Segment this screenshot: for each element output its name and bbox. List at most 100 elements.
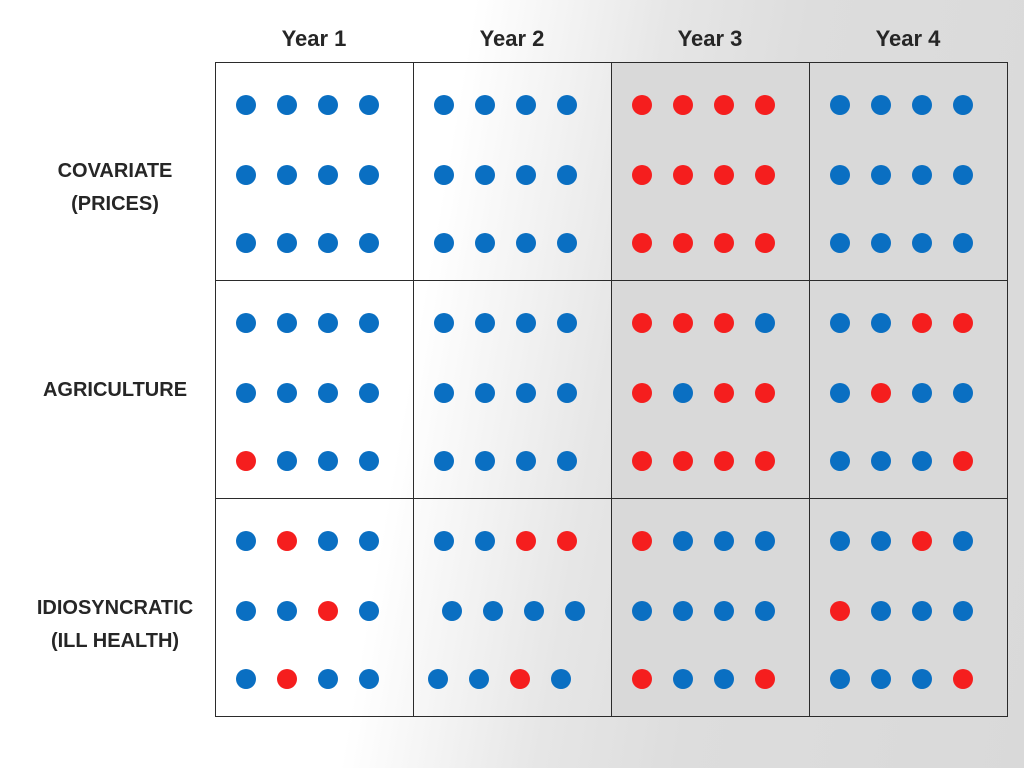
unaffected-dot — [557, 383, 577, 403]
unaffected-dot — [830, 233, 850, 253]
unaffected-dot — [359, 601, 379, 621]
unaffected-dot — [755, 531, 775, 551]
unaffected-dot — [318, 383, 338, 403]
unaffected-dot — [434, 531, 454, 551]
unaffected-dot — [475, 451, 495, 471]
affected-dot — [755, 451, 775, 471]
grid-cell — [413, 498, 612, 717]
affected-dot — [714, 383, 734, 403]
year-header-1: Year 1 — [281, 26, 347, 51]
unaffected-dot — [830, 383, 850, 403]
unaffected-dot — [434, 95, 454, 115]
unaffected-dot — [434, 313, 454, 333]
unaffected-dot — [516, 383, 536, 403]
unaffected-dot — [830, 313, 850, 333]
unaffected-dot — [428, 669, 448, 689]
unaffected-dot — [434, 165, 454, 185]
grid-cell — [809, 498, 1008, 717]
affected-dot — [755, 669, 775, 689]
affected-dot — [632, 451, 652, 471]
unaffected-dot — [236, 313, 256, 333]
unaffected-dot — [912, 233, 932, 253]
unaffected-dot — [236, 233, 256, 253]
unaffected-dot — [557, 313, 577, 333]
unaffected-dot — [524, 601, 544, 621]
affected-dot — [673, 451, 693, 471]
row-label-2: AGRICULTURE — [14, 374, 216, 407]
unaffected-dot — [912, 383, 932, 403]
unaffected-dot — [359, 95, 379, 115]
affected-dot — [632, 531, 652, 551]
unaffected-dot — [516, 313, 536, 333]
grid-cell — [809, 280, 1008, 499]
unaffected-dot — [673, 531, 693, 551]
affected-dot — [510, 669, 530, 689]
row-label-line: (ILL HEALTH) — [50, 630, 180, 652]
grid-cell — [215, 498, 414, 717]
affected-dot — [871, 383, 891, 403]
affected-dot — [236, 451, 256, 471]
unaffected-dot — [236, 669, 256, 689]
unaffected-dot — [434, 233, 454, 253]
affected-dot — [755, 165, 775, 185]
unaffected-dot — [475, 233, 495, 253]
affected-dot — [632, 233, 652, 253]
unaffected-dot — [475, 531, 495, 551]
unaffected-dot — [483, 601, 503, 621]
unaffected-dot — [277, 95, 297, 115]
unaffected-dot — [318, 451, 338, 471]
unaffected-dot — [953, 233, 973, 253]
affected-dot — [632, 383, 652, 403]
affected-dot — [714, 165, 734, 185]
unaffected-dot — [830, 531, 850, 551]
affected-dot — [953, 451, 973, 471]
affected-dot — [673, 95, 693, 115]
dot-grid — [215, 62, 1008, 717]
unaffected-dot — [475, 383, 495, 403]
affected-dot — [632, 95, 652, 115]
grid-cell — [809, 62, 1008, 281]
unaffected-dot — [673, 601, 693, 621]
row-label-3: IDIOSYNCRATIC (ILL HEALTH) — [14, 592, 216, 658]
unaffected-dot — [557, 165, 577, 185]
unaffected-dot — [912, 669, 932, 689]
affected-dot — [830, 601, 850, 621]
row-label-line: (PRICES) — [71, 193, 159, 215]
year-header-2: Year 2 — [479, 26, 545, 51]
affected-dot — [912, 531, 932, 551]
unaffected-dot — [953, 383, 973, 403]
unaffected-dot — [632, 601, 652, 621]
affected-dot — [755, 233, 775, 253]
unaffected-dot — [318, 669, 338, 689]
unaffected-dot — [953, 95, 973, 115]
unaffected-dot — [871, 531, 891, 551]
row-label-line: AGRICULTURE — [42, 378, 188, 401]
unaffected-dot — [755, 601, 775, 621]
unaffected-dot — [830, 95, 850, 115]
unaffected-dot — [359, 451, 379, 471]
unaffected-dot — [318, 531, 338, 551]
affected-dot — [714, 233, 734, 253]
unaffected-dot — [557, 451, 577, 471]
unaffected-dot — [714, 669, 734, 689]
unaffected-dot — [871, 313, 891, 333]
affected-dot — [632, 313, 652, 333]
unaffected-dot — [565, 601, 585, 621]
unaffected-dot — [359, 165, 379, 185]
affected-dot — [277, 531, 297, 551]
affected-dot — [673, 233, 693, 253]
unaffected-dot — [277, 451, 297, 471]
grid-cell — [611, 280, 810, 499]
affected-dot — [673, 165, 693, 185]
unaffected-dot — [871, 165, 891, 185]
unaffected-dot — [359, 313, 379, 333]
unaffected-dot — [318, 95, 338, 115]
unaffected-dot — [871, 95, 891, 115]
row-label-line: IDIOSYNCRATIC — [36, 597, 194, 619]
unaffected-dot — [714, 531, 734, 551]
unaffected-dot — [755, 313, 775, 333]
unaffected-dot — [871, 233, 891, 253]
unaffected-dot — [830, 165, 850, 185]
unaffected-dot — [912, 165, 932, 185]
affected-dot — [318, 601, 338, 621]
